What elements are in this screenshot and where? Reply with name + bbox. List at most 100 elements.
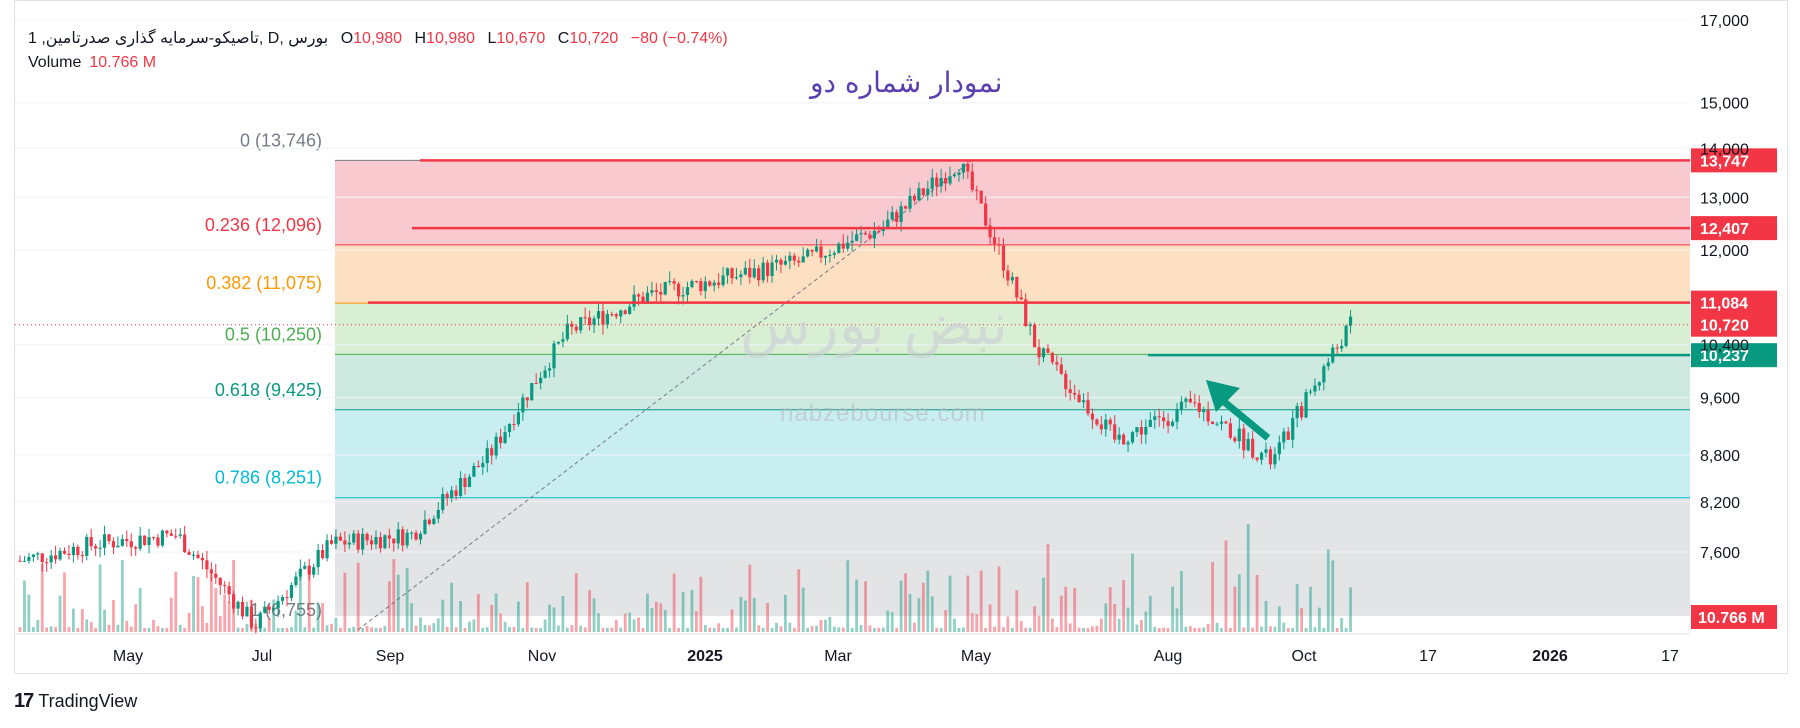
candle-body — [1157, 416, 1161, 418]
candle-body — [312, 567, 316, 575]
volume-bar — [165, 627, 169, 632]
candle-body — [98, 547, 102, 549]
volume-bar — [970, 613, 974, 632]
low-label: L — [487, 30, 497, 47]
x-tick-label: Mar — [824, 648, 852, 665]
volume-bar — [232, 559, 235, 632]
candle-body — [1193, 402, 1197, 404]
candle-body — [623, 310, 627, 314]
volume-bar — [1010, 627, 1014, 632]
volume-bar — [583, 627, 587, 632]
candle-body — [730, 268, 734, 279]
volume-bar — [855, 579, 858, 632]
volume-bar — [1331, 560, 1335, 632]
volume-header: Volume 10.766 M — [28, 54, 156, 72]
candle-body — [957, 172, 961, 175]
candle-body — [605, 314, 609, 325]
volume-bar — [824, 619, 827, 632]
volume-bar — [757, 625, 761, 632]
candle-body — [952, 174, 957, 177]
candle-body — [645, 292, 650, 303]
x-tick-label: Aug — [1154, 648, 1182, 665]
fib-level-label: 0.5 (10,250) — [225, 324, 322, 344]
candle-body — [307, 565, 311, 575]
candle-body — [512, 424, 516, 426]
candle-body — [792, 255, 796, 261]
volume-bar — [1318, 607, 1321, 632]
candle-body — [31, 554, 35, 557]
volume-bar — [468, 621, 471, 632]
candle-body — [926, 188, 930, 196]
candle-body — [1264, 449, 1268, 453]
candle-body — [966, 163, 970, 172]
tradingview-brand[interactable]: 17 TradingView — [14, 690, 137, 713]
candle-body — [1224, 421, 1228, 424]
price-tag-label: 11,084 — [1700, 296, 1748, 313]
candle-body — [699, 281, 703, 292]
candle-body — [1081, 400, 1086, 403]
candle-body — [1300, 406, 1304, 418]
candle-body — [178, 534, 182, 536]
candle-body — [258, 612, 262, 629]
candle-body — [1104, 419, 1108, 430]
volume-bar — [281, 627, 284, 632]
volume-bar — [1255, 574, 1259, 632]
volume-bar — [356, 562, 360, 632]
volume-bar — [579, 625, 583, 632]
x-tick-label: 17 — [1419, 648, 1437, 665]
candle-body — [285, 597, 289, 599]
volume-bar — [383, 626, 387, 632]
volume-bar — [294, 610, 298, 632]
volume-bar — [1082, 627, 1085, 632]
candle-body — [1130, 432, 1135, 443]
candle-body — [783, 260, 787, 265]
candle-body — [863, 233, 868, 235]
volume-bar — [659, 603, 663, 632]
candle-body — [147, 537, 151, 545]
tradingview-label: TradingView — [38, 691, 138, 711]
x-tick-label: May — [113, 648, 143, 665]
volume-bar — [156, 626, 160, 632]
candle-body — [988, 225, 992, 238]
y-tick-label: 14,000 — [1700, 141, 1749, 158]
volume-bar — [258, 622, 262, 632]
candle-body — [223, 585, 227, 587]
candle-body — [654, 290, 658, 292]
candle-body — [1219, 421, 1224, 424]
volume-bar — [436, 618, 440, 632]
y-tick-label: 13,000 — [1700, 190, 1749, 207]
volume-bar — [63, 572, 66, 632]
volume-bar — [1282, 622, 1286, 632]
volume-bar — [454, 627, 458, 632]
volume-bar — [134, 604, 138, 632]
volume-bar — [205, 622, 209, 632]
candle-body — [214, 573, 218, 578]
volume-bar — [129, 626, 133, 632]
candle-body — [490, 448, 494, 456]
volume-bar — [997, 566, 1001, 632]
volume-bar — [218, 616, 222, 632]
volume-bar — [628, 612, 632, 632]
x-tick-label: 2025 — [687, 648, 723, 665]
volume-bar — [703, 624, 707, 632]
volume-label: Volume — [28, 54, 82, 71]
candle-body — [1277, 442, 1281, 455]
candle-body — [62, 550, 67, 554]
volume-bar — [347, 627, 351, 632]
volume-bar — [699, 576, 703, 632]
candle-body — [997, 244, 1001, 246]
volume-bar — [325, 625, 329, 632]
volume-bar — [846, 560, 850, 632]
candle-body — [1037, 347, 1041, 358]
symbol-name[interactable]: 1 ,تاصیکو-سرمایه گذاری صدرتامین, D, بورس — [28, 30, 329, 47]
volume-bar — [748, 564, 752, 632]
volume-bar — [1251, 627, 1255, 632]
volume-bar — [717, 623, 721, 632]
candle-body — [774, 259, 779, 263]
volume-bar — [285, 627, 289, 632]
candle-body — [672, 281, 676, 284]
volume-bar — [695, 611, 698, 632]
volume-bar — [810, 626, 814, 632]
candle-body — [841, 243, 845, 249]
